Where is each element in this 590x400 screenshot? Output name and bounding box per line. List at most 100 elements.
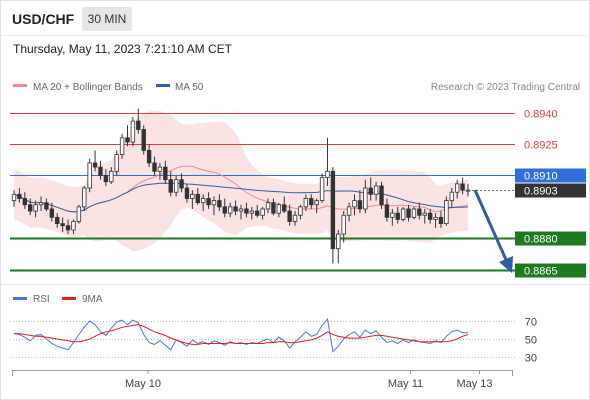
candle-body bbox=[255, 210, 260, 216]
candle bbox=[319, 173, 325, 203]
candle bbox=[136, 108, 141, 134]
candle-body bbox=[287, 210, 292, 222]
candle bbox=[298, 204, 303, 220]
candle bbox=[163, 160, 168, 184]
candle-body bbox=[65, 225, 71, 231]
candle-body bbox=[184, 187, 190, 199]
candle-body bbox=[125, 137, 130, 143]
candle-body bbox=[179, 179, 184, 189]
candle bbox=[433, 213, 438, 228]
candle bbox=[103, 169, 109, 186]
candle-body bbox=[141, 129, 146, 151]
candle bbox=[49, 202, 55, 222]
rsi-ma-line bbox=[14, 324, 469, 345]
candle bbox=[92, 150, 98, 172]
support-tag bbox=[515, 231, 586, 246]
ma20-legend-label: MA 20 + Bollinger Bands bbox=[33, 82, 143, 93]
candle-body bbox=[195, 193, 200, 204]
x-axis-tick-label: May 11 bbox=[388, 378, 423, 390]
candle bbox=[287, 204, 292, 226]
candle-body bbox=[238, 208, 244, 212]
candle-body bbox=[260, 208, 265, 216]
candle bbox=[152, 156, 157, 176]
candle bbox=[190, 190, 195, 209]
candle bbox=[17, 188, 22, 203]
candle bbox=[98, 160, 103, 180]
candle-body bbox=[346, 206, 352, 216]
candle-body bbox=[449, 191, 454, 201]
candle bbox=[146, 144, 152, 168]
candle bbox=[119, 133, 125, 159]
candle-body bbox=[98, 166, 103, 176]
candle bbox=[314, 198, 319, 214]
candle-body bbox=[433, 216, 438, 220]
candle bbox=[395, 206, 400, 224]
rsi-level-label: 50 bbox=[525, 335, 537, 347]
rsi-panel: 70 50 30 bbox=[10, 317, 537, 365]
candle-body bbox=[82, 187, 87, 208]
candle-body bbox=[60, 223, 65, 227]
candle bbox=[309, 194, 314, 209]
candle bbox=[341, 211, 346, 243]
candle-body bbox=[173, 179, 179, 193]
candle bbox=[255, 204, 260, 218]
forecast-arrow-shaft bbox=[473, 189, 509, 263]
candle-body bbox=[341, 214, 346, 235]
candle-body bbox=[71, 221, 76, 231]
candle bbox=[417, 202, 422, 220]
candle-body bbox=[282, 204, 287, 212]
candle bbox=[449, 188, 454, 207]
timeframe-button[interactable]: 30 MIN bbox=[82, 7, 132, 31]
ma50-legend-label: MA 50 bbox=[175, 82, 204, 93]
moving-averages-layer bbox=[13, 165, 469, 213]
candle bbox=[352, 194, 357, 216]
candle bbox=[82, 185, 87, 212]
candle bbox=[65, 219, 71, 235]
candle bbox=[465, 183, 471, 197]
candle bbox=[427, 208, 433, 224]
candle-body bbox=[303, 198, 309, 208]
candle-body bbox=[157, 166, 163, 172]
rsi-level-label: 70 bbox=[525, 317, 537, 329]
candle-body bbox=[454, 183, 460, 193]
candle-body bbox=[390, 212, 395, 218]
candle bbox=[406, 204, 411, 222]
candle-body bbox=[33, 204, 38, 212]
candle bbox=[168, 171, 173, 197]
candle-body bbox=[325, 170, 330, 178]
candle-body bbox=[330, 170, 336, 250]
candle bbox=[265, 198, 271, 214]
last-price-tag bbox=[515, 183, 586, 198]
candle bbox=[238, 204, 244, 220]
candle-body bbox=[265, 202, 271, 210]
header-divider bbox=[0, 35, 590, 36]
candle-body bbox=[87, 162, 92, 189]
candle bbox=[325, 137, 330, 186]
candle bbox=[200, 194, 206, 212]
candle bbox=[222, 198, 227, 218]
candle-body bbox=[438, 216, 444, 225]
x-axis-tick-label: May 13 bbox=[456, 378, 492, 390]
candle bbox=[60, 217, 65, 232]
candle-body bbox=[146, 149, 152, 164]
ma50-legend-swatch bbox=[156, 84, 170, 87]
candle-body bbox=[55, 216, 60, 225]
candle bbox=[114, 150, 119, 176]
candle-body bbox=[427, 212, 433, 220]
candle bbox=[211, 196, 217, 216]
candle bbox=[346, 202, 352, 222]
candle-body bbox=[373, 185, 379, 195]
candle bbox=[390, 208, 395, 226]
candle-body bbox=[244, 208, 249, 214]
candle-body bbox=[206, 198, 211, 206]
candle-body bbox=[103, 175, 109, 183]
candle bbox=[271, 198, 276, 216]
candle bbox=[249, 206, 255, 220]
rsi-ma-legend-swatch bbox=[62, 297, 76, 300]
candle-body bbox=[190, 193, 195, 199]
price-labels-layer: 0.8940 0.8925 0.8910 0.8903 0.8880 0.8865 bbox=[515, 109, 586, 278]
candle bbox=[22, 192, 28, 209]
candle bbox=[422, 208, 427, 224]
candle bbox=[227, 202, 233, 218]
